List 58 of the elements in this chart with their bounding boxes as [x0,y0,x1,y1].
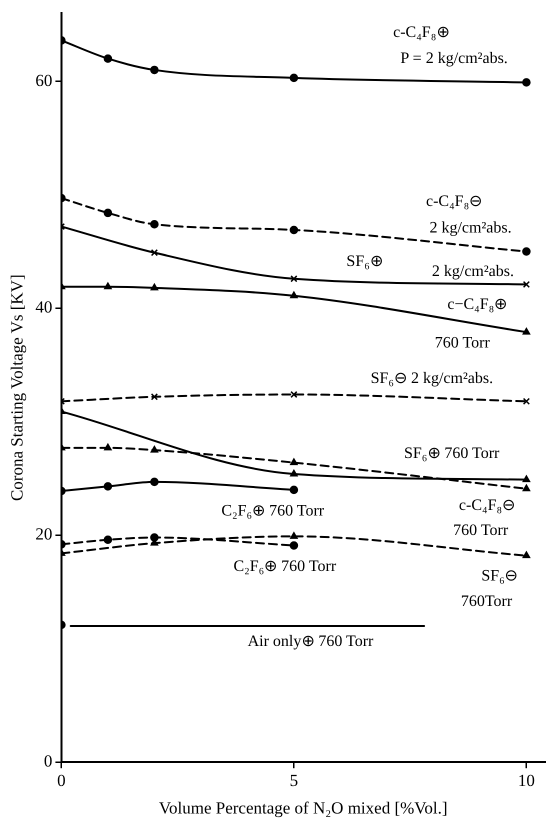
point [522,328,530,335]
annotation: 2 kg/cm²abs. [429,219,512,236]
annotation: C₂F₆⊕ 760 Torr [233,558,337,575]
annotation: SF₆⊕ 760 Torr [404,444,500,462]
point [290,292,298,298]
annotation: 760 Torr [434,334,490,352]
point [104,444,112,450]
point [150,533,159,542]
point [290,541,298,550]
x-tick-label: 0 [57,770,66,790]
annotation: SF₆⊕ [346,253,383,270]
point [104,208,112,218]
annotation: c-C₄F₈⊖ [458,497,516,514]
point [290,486,298,494]
y-tick-label: 0 [44,752,52,771]
point [150,478,159,486]
point [522,484,530,492]
point [290,532,298,539]
point [290,458,298,466]
point [290,275,298,282]
annotation: Air only⊕ 760 Torr [248,632,374,650]
point [150,393,158,400]
annotation: SF₆⊖ 2 kg/cm²abs. [370,370,494,387]
point [104,482,112,491]
point [150,220,159,229]
annotation: c-C₄F₈⊖ [426,193,482,210]
point [290,226,298,234]
annotation: P = 2 kg/cm²abs. [400,50,508,68]
annotation: c−C₄F₈⊕ [447,296,508,313]
point [522,475,530,482]
x-tick-label: 5 [290,770,298,790]
point [150,66,159,74]
annotation: c-C₄F₈⊕ [393,24,450,41]
point [150,249,158,256]
y-tick-label: 20 [35,524,52,544]
point [150,446,158,453]
annotation: 760 Torr [453,522,509,539]
point [150,284,158,290]
y-axis-title: Corona Starting Voltage Vs [KV] [8,274,27,502]
y-tick-label: 40 [35,298,52,317]
y-tick-label: 60 [35,70,52,90]
x-axis-title: Volume Percentage of N₂O mixed [%Vol.] [158,798,448,818]
annotation: 2 kg/cm²abs. [432,262,514,280]
point [104,54,112,63]
point [290,74,298,82]
point [522,247,531,256]
x-tick-label: 10 [518,770,535,790]
point [290,470,298,476]
point [104,536,112,544]
point [290,390,298,398]
point [522,398,530,405]
point [522,78,531,87]
annotation: 760Torr [460,593,513,610]
point [104,282,112,290]
annotation: C₂F₆⊕ 760 Torr [221,502,325,520]
annotation: SF₆⊖ [481,568,518,585]
point [522,280,530,288]
point [522,551,530,558]
